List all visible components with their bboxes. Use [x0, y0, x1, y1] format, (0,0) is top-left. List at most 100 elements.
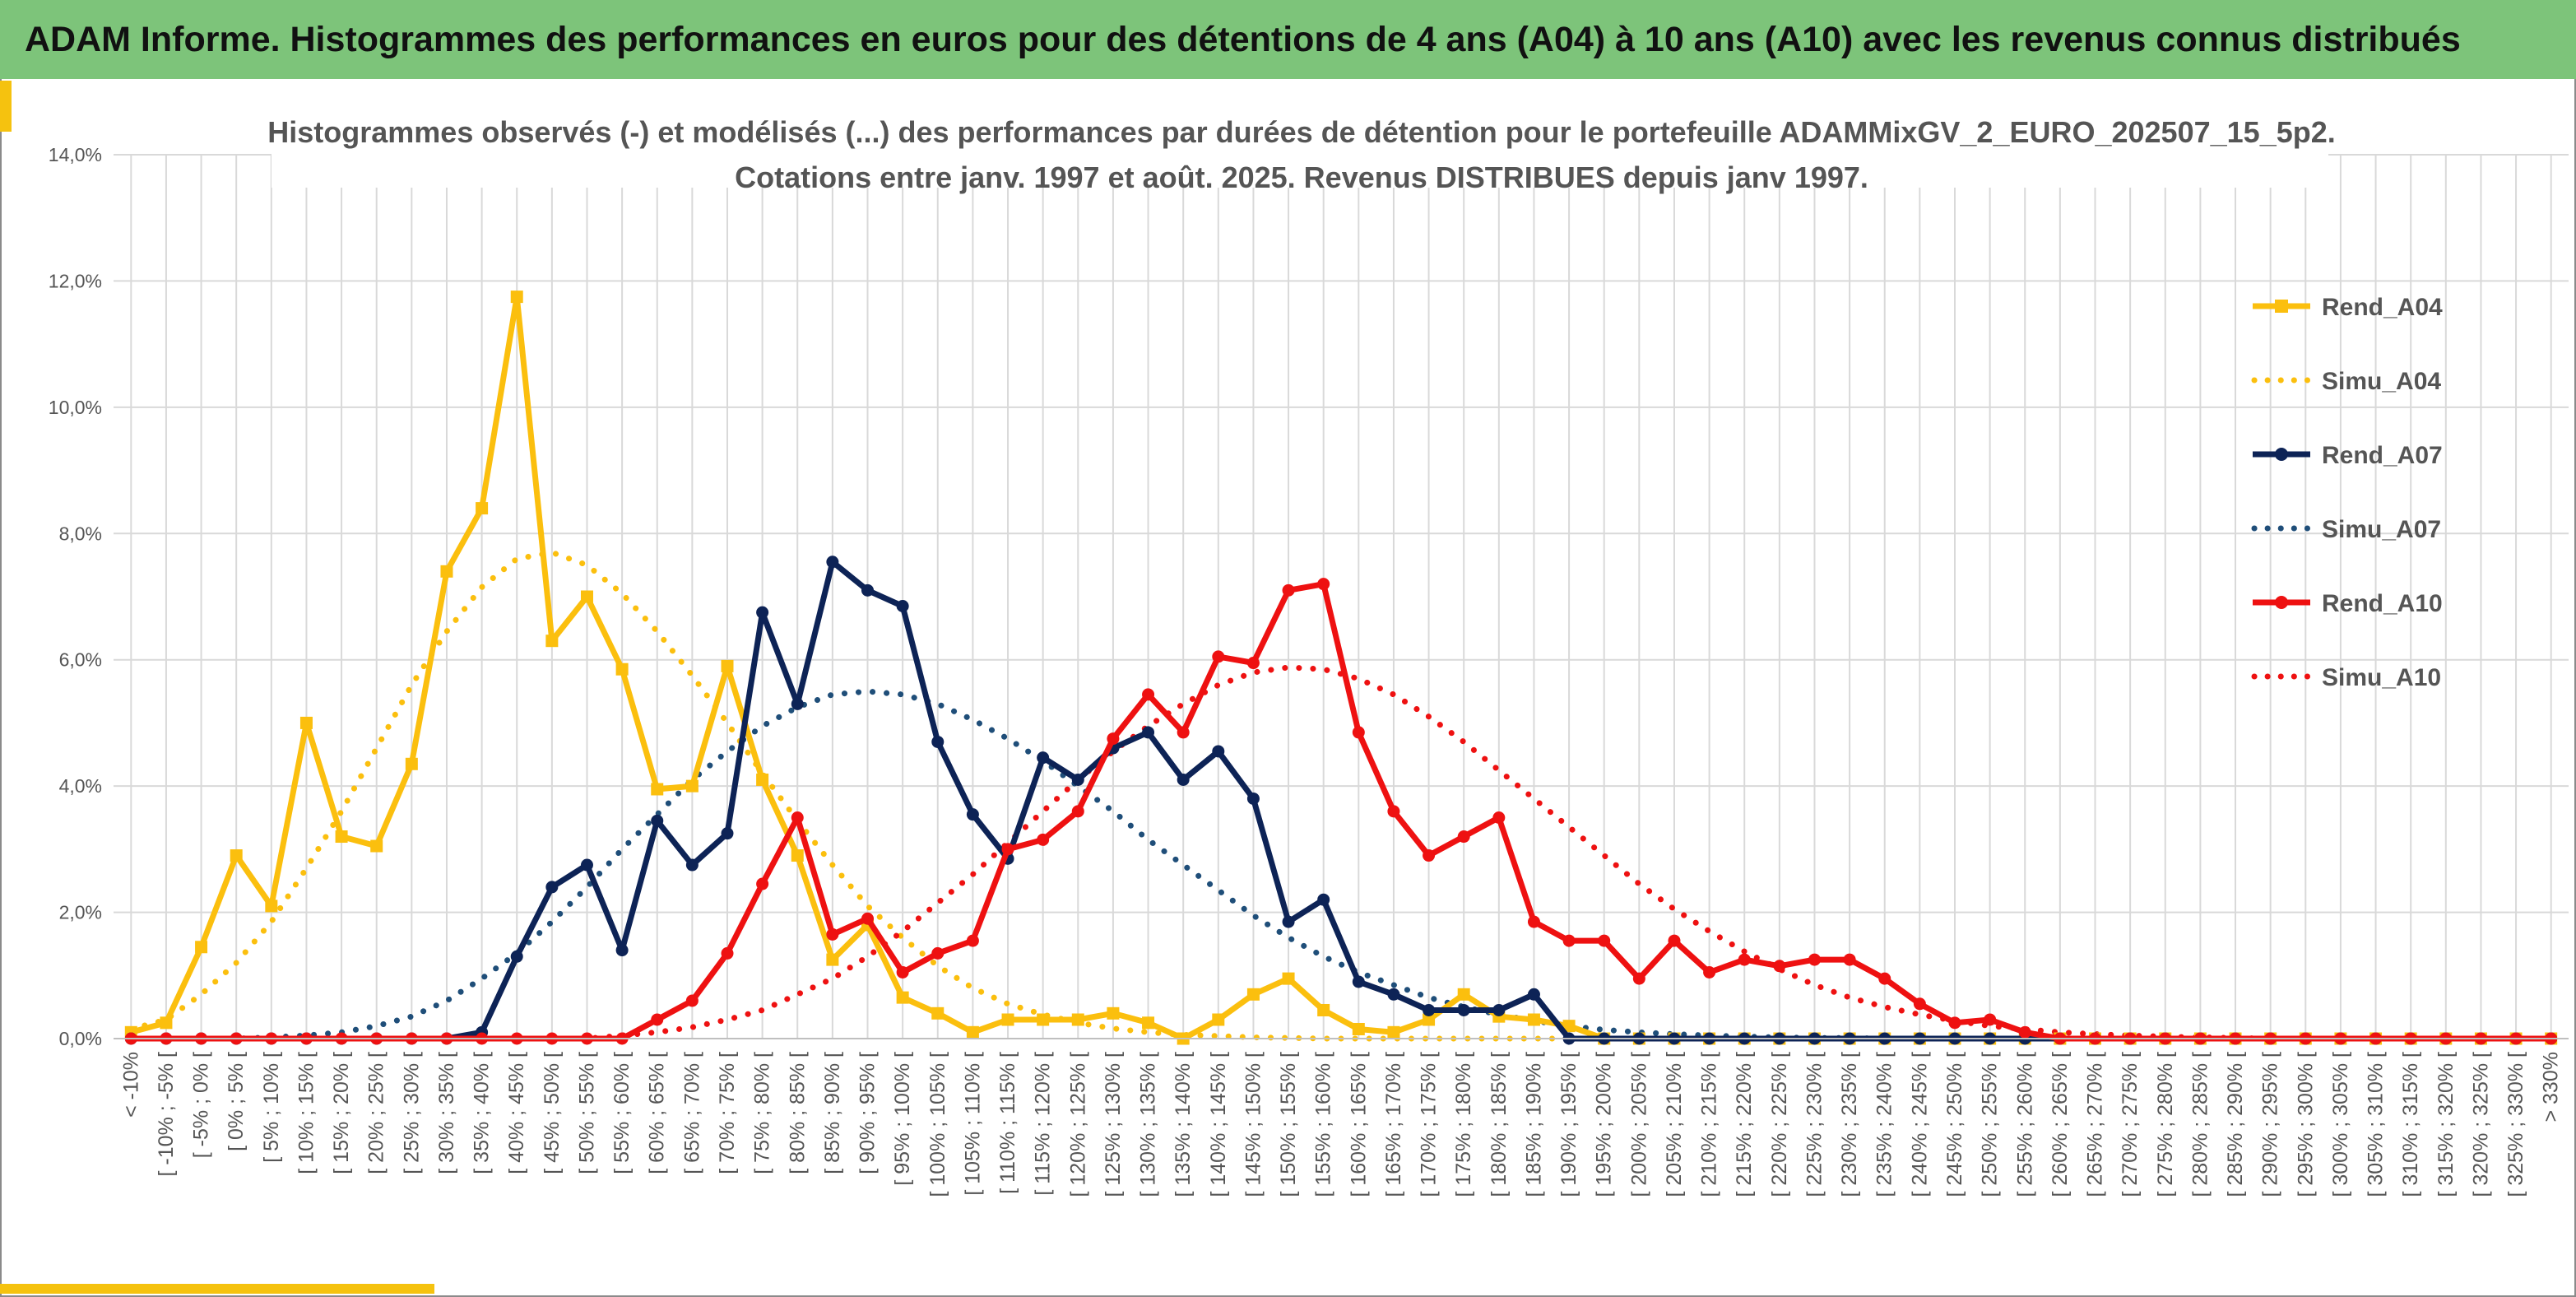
page-title: ADAM Informe. Histogrammes des performan… [25, 19, 2461, 59]
x-tick-label: > 330% [2540, 1052, 2563, 1123]
x-tick-label: [ 250% ; 255% [ [1979, 1052, 2002, 1197]
x-tick-label: < -10% [119, 1052, 142, 1118]
data-point [1142, 726, 1155, 739]
legend-item-Simu_A07: Simu_A07 [2251, 516, 2441, 543]
data-point [721, 659, 734, 672]
data-point [1878, 972, 1891, 985]
data-point [1071, 805, 1084, 818]
x-tick-label: [ 205% ; 210% [ [1663, 1052, 1686, 1197]
x-tick-label: [ 45% ; 50% [ [541, 1052, 564, 1174]
data-point [1212, 1013, 1225, 1026]
legend-label: Simu_A10 [2322, 664, 2441, 691]
x-tick-label: [ 230% ; 235% [ [1838, 1052, 1861, 1197]
x-tick-label: [ 65% ; 70% [ [680, 1052, 703, 1174]
x-tick-label: [ 35% ; 40% [ [471, 1052, 494, 1174]
plot-area [124, 291, 2558, 1045]
x-tick-label: [ 135% ; 140% [ [1172, 1052, 1195, 1197]
data-point [1212, 650, 1225, 663]
x-tick-label: [ 95% ; 100% [ [891, 1052, 914, 1186]
series-Simu_A07 [128, 688, 2555, 1042]
x-tick-label: [ 180% ; 185% [ [1488, 1052, 1511, 1197]
data-point [440, 565, 453, 578]
series-line-Simu_A10 [128, 664, 2555, 1042]
x-tick-label: [ 130% ; 135% [ [1137, 1052, 1160, 1197]
data-point [615, 662, 629, 676]
x-tick-label: [ 305% ; 310% [ [2365, 1052, 2388, 1197]
x-tick-label: [ 275% ; 280% [ [2154, 1052, 2177, 1197]
x-tick-label: [ 265% ; 270% [ [2084, 1052, 2107, 1197]
data-point [1246, 657, 1260, 670]
header-banner: ADAM Informe. Histogrammes des performan… [0, 0, 2576, 79]
x-tick-label: [ 300% ; 305% [ [2329, 1052, 2352, 1197]
x-tick-label: [ 320% ; 325% [ [2469, 1052, 2492, 1197]
x-tick-label: [ 260% ; 265% [ [2049, 1052, 2072, 1197]
data-point [1246, 792, 1260, 805]
accent-bar-top [0, 81, 12, 132]
data-point [335, 830, 348, 844]
x-tick-label: [ 70% ; 75% [ [716, 1052, 739, 1174]
data-point [1948, 1016, 1961, 1030]
data-point [1527, 915, 1540, 928]
data-point [1037, 1013, 1050, 1026]
data-point [1457, 1003, 1470, 1016]
data-point [1352, 1022, 1365, 1035]
data-point [1071, 1013, 1084, 1026]
data-point [1387, 805, 1400, 818]
x-tick-label: [ 155% ; 160% [ [1312, 1052, 1335, 1197]
y-tick-label: 10,0% [49, 397, 102, 418]
series-Simu_A10 [128, 664, 2555, 1042]
legend-label: Rend_A10 [2322, 590, 2443, 617]
data-point [1352, 975, 1365, 988]
series-Rend_A10 [124, 578, 2558, 1045]
legend-label: Simu_A04 [2322, 368, 2441, 395]
data-point [1001, 1013, 1014, 1026]
x-tick-label: [ 255% ; 260% [ [2013, 1052, 2036, 1197]
x-tick-label: [ 90% ; 95% [ [856, 1052, 880, 1174]
x-tick-label: [ 105% ; 110% [ [961, 1052, 984, 1196]
data-point [931, 735, 945, 748]
x-tick-label: [ 30% ; 35% [ [435, 1052, 458, 1174]
x-tick-label: [ 295% ; 300% [ [2294, 1052, 2317, 1197]
data-point [826, 953, 839, 966]
x-tick-label: [ 60% ; 65% [ [646, 1052, 669, 1174]
data-point [1352, 726, 1365, 739]
data-point [685, 994, 699, 1007]
data-point [1423, 1013, 1436, 1026]
x-tick-label: [ 120% ; 125% [ [1066, 1052, 1089, 1197]
data-point [651, 783, 664, 796]
series-Rend_A07 [124, 556, 2558, 1045]
data-point [1738, 953, 1751, 966]
data-point [756, 773, 769, 786]
data-point [826, 556, 839, 569]
data-point [791, 849, 804, 862]
x-tick-label: [ 220% ; 225% [ [1768, 1052, 1791, 1197]
x-tick-label: [ 75% ; 80% [ [751, 1052, 774, 1174]
y-tick-label: 6,0% [59, 649, 102, 671]
x-tick-label: [ 200% ; 205% [ [1627, 1052, 1650, 1197]
chart-title-line-2: Cotations entre janv. 1997 et août. 2025… [735, 160, 1868, 194]
data-point [896, 600, 909, 613]
series-line-Simu_A07 [128, 688, 2555, 1042]
data-point [299, 716, 313, 729]
x-tick-label: [ 5% ; 10% [ [260, 1052, 283, 1163]
data-point [1913, 997, 1926, 1011]
x-tick-label: [ 185% ; 190% [ [1522, 1052, 1545, 1197]
x-tick-label: [ 280% ; 285% [ [2188, 1052, 2212, 1197]
data-point [791, 811, 804, 824]
data-point [510, 291, 523, 304]
data-point [1317, 893, 1330, 906]
x-tick-label: [ 40% ; 45% [ [505, 1052, 528, 1174]
data-point [1282, 583, 1295, 597]
x-tick-label: [ 315% ; 320% [ [2434, 1052, 2458, 1197]
data-point [1843, 953, 1856, 966]
data-point [230, 849, 243, 862]
x-tick-label: [ 240% ; 245% [ [1908, 1052, 1931, 1197]
legend-marker [2275, 596, 2288, 609]
data-point [545, 635, 559, 648]
x-tick-label: [ 310% ; 315% [ [2399, 1052, 2422, 1197]
data-point [1457, 830, 1470, 844]
x-tick-label: [ 285% ; 290% [ [2224, 1052, 2247, 1197]
y-tick-label: 12,0% [49, 270, 102, 291]
data-point [370, 839, 383, 853]
